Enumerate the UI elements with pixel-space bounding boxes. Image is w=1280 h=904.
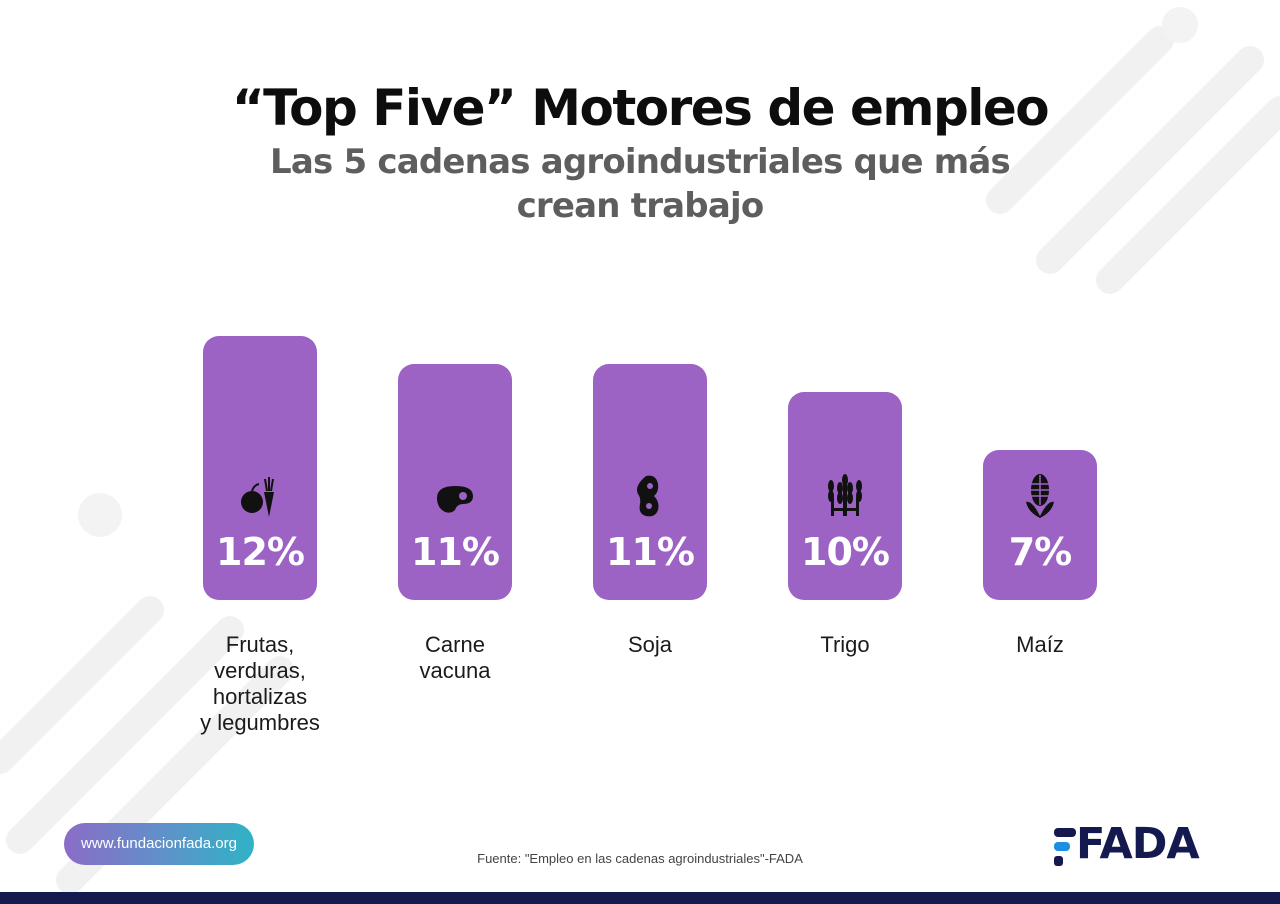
bar: 11% bbox=[398, 364, 512, 600]
fada-logo: FADA bbox=[1054, 820, 1224, 868]
corn-icon bbox=[1026, 474, 1054, 518]
bar-group: 7% Maíz bbox=[930, 300, 1150, 760]
chart-subtitle: Las 5 cadenas agroindustriales que más c… bbox=[270, 142, 1011, 226]
bottom-border bbox=[0, 892, 1280, 904]
wheat-icon bbox=[828, 474, 862, 516]
category-label: Trigo bbox=[820, 632, 870, 657]
logo-text: FADA bbox=[1076, 819, 1200, 869]
soybean-icon bbox=[637, 475, 659, 517]
bar-group: 11% Soja bbox=[540, 300, 760, 760]
steak-icon bbox=[437, 486, 473, 513]
bar: 12% bbox=[203, 336, 317, 600]
fruit-vegetable-icon bbox=[241, 477, 274, 517]
bar-value-label: 12% bbox=[216, 530, 305, 574]
bar-value-label: 11% bbox=[606, 530, 695, 574]
bar-group: 12% Frutas, verduras, hortalizas y legum… bbox=[150, 300, 370, 760]
bar: 10% bbox=[788, 392, 902, 600]
bar-value-label: 7% bbox=[1008, 530, 1073, 574]
chart-title: “Top Five” Motores de empleo bbox=[231, 79, 1050, 137]
logo-mark-icon bbox=[1054, 828, 1076, 866]
source-note: Fuente: "Empleo en las cadenas agroindus… bbox=[477, 851, 803, 866]
bar-group: 10% Trigo bbox=[735, 300, 955, 760]
bar-value-label: 10% bbox=[801, 530, 890, 574]
category-label: Soja bbox=[627, 632, 673, 657]
bar: 11% bbox=[593, 364, 707, 600]
category-label: Frutas, verduras, hortalizas y legumbres bbox=[200, 632, 320, 735]
category-label: Maíz bbox=[1016, 632, 1064, 657]
bar-value-label: 11% bbox=[411, 530, 500, 574]
bar-group: 11% Carne vacuna bbox=[345, 300, 565, 760]
bar: 7% bbox=[983, 450, 1097, 600]
category-label: Carne vacuna bbox=[419, 632, 491, 683]
website-link[interactable]: www.fundacionfada.org bbox=[64, 823, 254, 865]
